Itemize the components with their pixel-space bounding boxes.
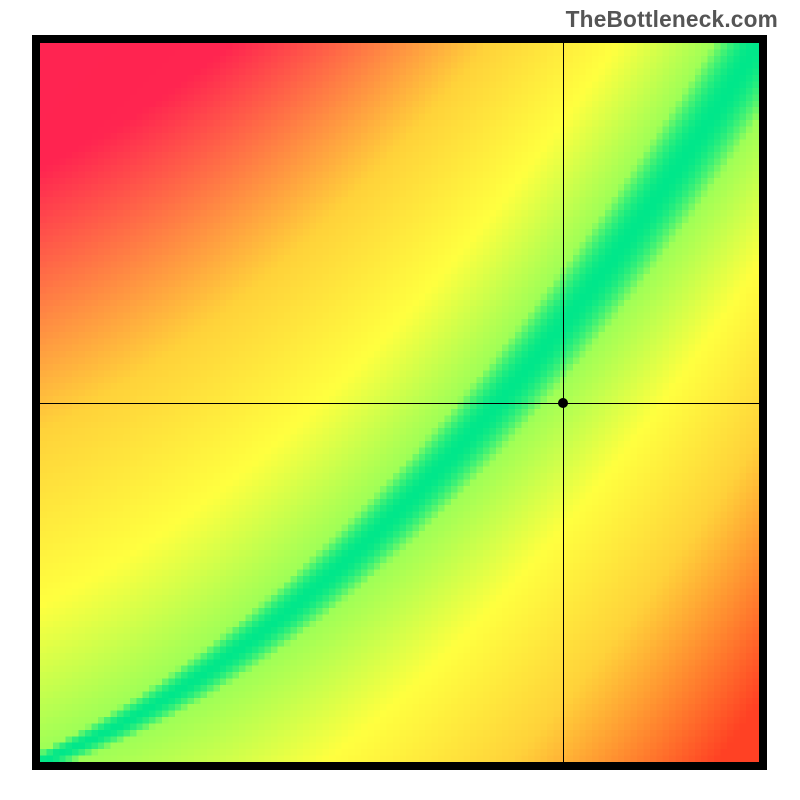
heatmap-canvas [40, 43, 759, 762]
heatmap-plot [40, 43, 759, 762]
heatmap-frame [32, 35, 767, 770]
watermark-text: TheBottleneck.com [566, 6, 778, 33]
